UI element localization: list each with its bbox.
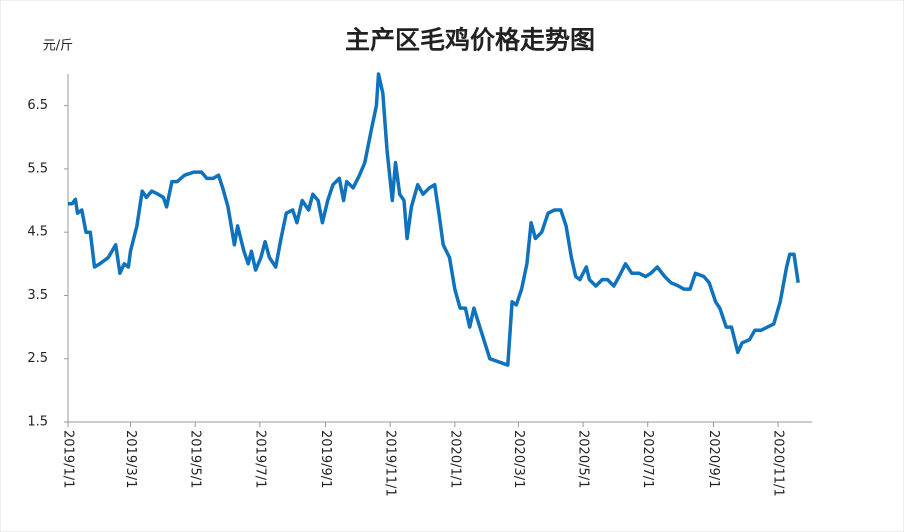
chart-title: 主产区毛鸡价格走势图 [345,26,595,55]
x-tick-label: 2019/1/1 [61,430,76,488]
x-tick-label: 2019/5/1 [188,430,203,488]
y-axis-label: 元/斤 [43,39,73,54]
y-tick-label: 5.5 [27,161,48,176]
x-tick-label: 2019/7/1 [252,430,267,488]
x-tick-label: 2020/1/1 [447,430,462,488]
y-tick-label: 4.5 [27,225,48,240]
x-tick-label: 2020/3/1 [511,430,526,488]
x-tick-label: 2019/9/1 [318,430,333,488]
x-tick-label: 2020/7/1 [640,430,655,488]
y-tick-label: 6.5 [27,98,48,113]
price-line [68,72,800,367]
x-tick-label: 2020/11/1 [771,430,786,497]
x-tick-label: 2019/3/1 [123,430,138,488]
x-tick-label: 2020/5/1 [576,430,591,488]
x-tick-label: 2019/11/1 [383,430,398,497]
x-tick-label: 2020/9/1 [706,430,721,488]
y-tick-label: 2.5 [27,351,48,366]
y-tick-label: 1.5 [27,415,48,430]
y-tick-label: 3.5 [27,288,48,303]
